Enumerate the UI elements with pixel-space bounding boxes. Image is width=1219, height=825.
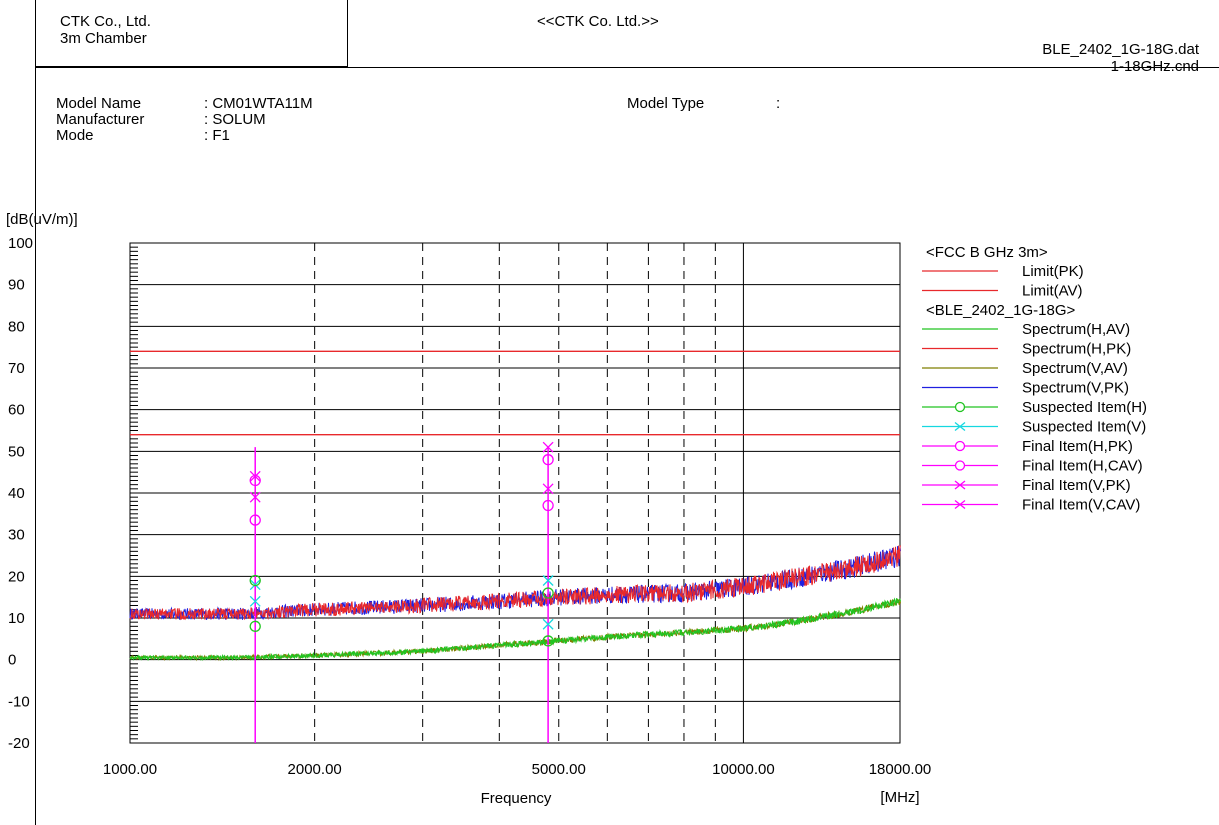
legend-marker-cross [954, 421, 966, 432]
data-marker-circle [542, 587, 554, 599]
header-divider [35, 67, 1219, 68]
legend-marker-circle [954, 440, 966, 452]
company-name: CTK Co., Ltd. [60, 13, 151, 30]
cross-stroke [249, 595, 261, 607]
cross-stroke [249, 579, 261, 591]
legend-marker-cross [954, 480, 966, 490]
model-type-label: Model Type [627, 95, 705, 112]
data-marker-cross [542, 483, 554, 495]
spectrum-series [129, 545, 901, 621]
data-file-name: BLE_2402_1G-18G.dat [1042, 41, 1199, 58]
model-name-label: Model Name [56, 95, 142, 112]
x-tick-label: 5000.00 [532, 761, 586, 778]
y-tick-label: 100 [8, 235, 33, 252]
y-tick-label: 50 [8, 443, 25, 460]
y-tick-label: -10 [8, 693, 30, 710]
data-marker-cross [249, 470, 261, 482]
data-marker-cross [542, 441, 554, 453]
legend-entry-label: Final Item(V,CAV) [1022, 497, 1140, 514]
x-tick-label: 2000.00 [288, 761, 342, 778]
spectrum-series [129, 597, 901, 662]
data-marker-circle [542, 499, 554, 512]
x-tick-label: 10000.00 [712, 761, 775, 778]
y-tick-label: 70 [8, 360, 25, 377]
x-tick-label: 1000.00 [103, 761, 157, 778]
cross-stroke [542, 483, 554, 495]
y-axis-label: [dB(uV/m)] [6, 211, 78, 228]
cross-stroke [542, 575, 554, 586]
model-name-value: : CM01WTA11M [204, 95, 313, 112]
company-info-box [35, 0, 348, 67]
legend-group-title: <FCC B GHz 3m> [926, 244, 1048, 261]
mode-label: Mode [56, 127, 94, 144]
manufacturer-value: : SOLUM [204, 111, 266, 128]
y-tick-label: 80 [8, 318, 25, 335]
y-tick-label: 40 [8, 485, 25, 502]
condition-file-name: 1-18GHz.cnd [1110, 58, 1199, 75]
x-axis-unit: [MHz] [880, 789, 919, 806]
data-marker-cross [542, 575, 554, 586]
y-tick-label: 10 [8, 610, 25, 627]
mode-value: : F1 [204, 127, 230, 144]
data-marker-cross [249, 595, 261, 607]
chamber-name: 3m Chamber [60, 30, 147, 47]
legend-entry-label: Final Item(H,PK) [1022, 438, 1133, 455]
x-tick-label: 18000.00 [869, 761, 932, 778]
data-marker-circle [249, 574, 261, 587]
legend-entry-label: Final Item(V,PK) [1022, 477, 1131, 494]
legend-entry-label: Spectrum(V,AV) [1022, 360, 1128, 377]
legend-entry-label: Spectrum(H,AV) [1022, 321, 1130, 338]
cross-stroke [249, 491, 261, 503]
legend-entry-label: Limit(PK) [1022, 263, 1084, 280]
y-tick-label: 30 [8, 527, 25, 544]
data-marker-circle [249, 620, 261, 632]
legend-group-title: <BLE_2402_1G-18G> [926, 302, 1076, 319]
cross-stroke [542, 618, 554, 630]
legend-entry-label: Spectrum(H,PK) [1022, 341, 1131, 358]
data-marker-cross [249, 491, 261, 503]
data-marker-circle [542, 454, 554, 466]
y-tick-label: 90 [8, 277, 25, 294]
data-marker-circle [249, 474, 261, 487]
y-tick-label: -20 [8, 735, 30, 752]
left-border-rule [35, 0, 36, 825]
legend-entry-label: Suspected Item(H) [1022, 399, 1147, 416]
legend-entry-label: Limit(AV) [1022, 283, 1083, 300]
cross-stroke [542, 441, 554, 453]
cross-stroke [249, 470, 261, 482]
x-axis-label: Frequency [481, 790, 552, 807]
y-tick-label: 0 [8, 652, 16, 669]
center-title: <<CTK Co. Ltd.>> [537, 13, 659, 30]
legend-entry-label: Spectrum(V,PK) [1022, 380, 1129, 397]
legend-marker-circle [954, 460, 966, 471]
y-tick-label: 60 [8, 402, 25, 419]
data-marker-cross [249, 579, 261, 591]
legend-entry-label: Suspected Item(V) [1022, 419, 1146, 436]
data-marker-cross [542, 618, 554, 630]
data-marker-circle [542, 635, 554, 647]
data-marker-circle [249, 514, 261, 526]
legend-entry-label: Final Item(H,CAV) [1022, 458, 1143, 475]
legend-marker-circle [954, 401, 966, 413]
y-tick-label: 20 [8, 568, 25, 585]
manufacturer-label: Manufacturer [56, 111, 145, 128]
model-type-value: : [776, 95, 781, 112]
legend-marker-cross [954, 499, 966, 510]
